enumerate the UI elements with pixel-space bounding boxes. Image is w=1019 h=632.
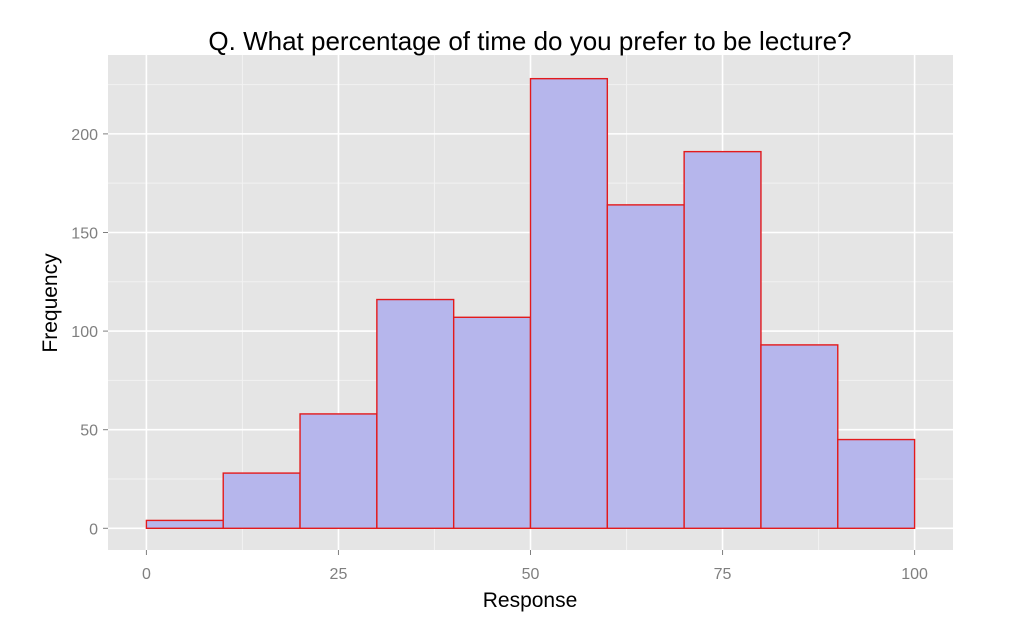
histogram-bar [760,344,839,530]
histogram-bar [145,519,224,530]
histogram-bar [837,438,916,530]
x-axis-title: Response [483,589,578,612]
histogram-bar [452,316,532,530]
histogram-bar [376,298,455,530]
x-tick-label: 100 [901,566,928,583]
y-tick-label: 200 [71,127,98,144]
x-tick-label: 50 [522,566,540,583]
y-tick-label: 150 [71,225,98,242]
y-tick-label: 100 [71,324,98,341]
chart-title: Q. What percentage of time do you prefer… [208,26,851,56]
x-tick-label: 25 [330,566,348,583]
y-axis-ticks: 0 50 100 150 200 [71,127,108,538]
y-tick-label: 0 [89,521,98,538]
histogram-bar [299,413,378,530]
y-axis-title: Frequency [39,253,62,353]
histogram-bars [145,77,916,530]
y-tick-label: 50 [80,423,98,440]
histogram-bar [529,77,609,530]
x-tick-label: 0 [142,566,151,583]
x-tick-label: 75 [714,566,732,583]
histogram-bar [683,150,762,530]
histogram-bar [222,472,301,530]
x-axis-ticks: 0 25 50 75 100 [142,550,928,583]
histogram-bar [606,204,685,530]
